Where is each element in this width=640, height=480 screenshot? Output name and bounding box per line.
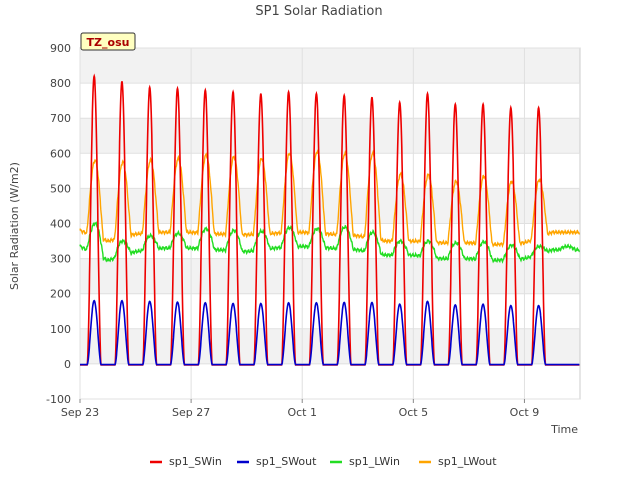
legend: sp1_SWin sp1_SWout sp1_LWin sp1_LWout: [150, 455, 497, 468]
y-tick-label: 100: [50, 323, 71, 336]
x-axis-label: Time: [550, 423, 578, 436]
station-badge-label: TZ_osu: [87, 36, 130, 49]
y-tick-label: 0: [64, 358, 71, 371]
y-tick-label: 700: [50, 112, 71, 125]
legend-label: sp1_SWout: [256, 455, 317, 468]
x-tick-label: Oct 1: [287, 406, 317, 419]
x-axis-ticks: Sep 23 Sep 27 Oct 1 Oct 5 Oct 9: [61, 399, 539, 419]
plot-band: [80, 83, 580, 119]
plot-band: [80, 293, 580, 329]
y-tick-label: 400: [50, 218, 71, 231]
station-badge: TZ_osu: [80, 32, 136, 51]
y-axis-label: Solar Radiation (W/m2): [8, 162, 21, 290]
plot-band: [80, 118, 580, 154]
plot-band: [80, 328, 580, 364]
y-tick-label: 200: [50, 288, 71, 301]
plot-background-bands: [80, 48, 580, 399]
station-badge-box: [80, 32, 136, 51]
plot-band: [80, 363, 580, 399]
plot-band: [80, 258, 580, 294]
series-line-sp1_LWout: [79, 149, 581, 249]
y-tick-label: -100: [46, 393, 71, 406]
y-tick-label: 900: [50, 42, 71, 55]
x-tick-label: Oct 9: [510, 406, 540, 419]
chart-title: SP1 Solar Radiation: [255, 4, 382, 19]
y-tick-label: 800: [50, 77, 71, 90]
plot-band: [80, 188, 580, 224]
plot-band: [80, 223, 580, 259]
legend-label: sp1_LWin: [349, 455, 400, 468]
legend-label: sp1_SWin: [169, 455, 222, 468]
plot-band: [80, 153, 580, 189]
legend-label: sp1_LWout: [438, 455, 497, 468]
series-line-sp1_LWin: [79, 221, 581, 264]
series-line-sp1_SWout: [80, 299, 580, 366]
x-tick-label: Oct 5: [399, 406, 429, 419]
series-layer: [79, 73, 581, 366]
y-tick-label: 600: [50, 147, 71, 160]
y-tick-label: 300: [50, 253, 71, 266]
x-tick-label: Sep 27: [172, 406, 210, 419]
y-tick-label: 500: [50, 182, 71, 195]
plot-band: [80, 48, 580, 84]
x-tick-label: Sep 23: [61, 406, 99, 419]
y-axis-ticks: -100 0 100 200 300 400 500 600 700 800 900: [46, 42, 71, 406]
